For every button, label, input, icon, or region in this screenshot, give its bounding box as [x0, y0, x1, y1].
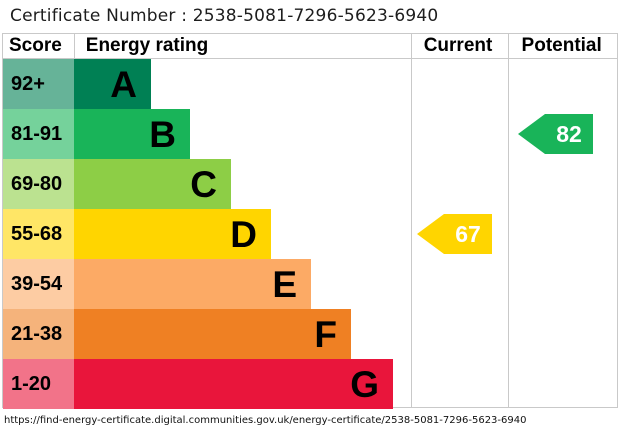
band-bar: A	[74, 59, 151, 109]
chart-header-row: Score Energy rating Current Potential	[3, 34, 617, 59]
left-pointer-arrow-icon	[518, 114, 593, 154]
band-score-cell: 69-80	[3, 159, 74, 209]
potential-column-divider	[508, 34, 509, 407]
potential-rating-value: 82	[556, 120, 582, 147]
current-column-divider	[411, 34, 412, 407]
band-row-g: 1-20 G	[3, 359, 617, 409]
band-bar: D	[74, 209, 271, 259]
band-row-b: 81-91 B	[3, 109, 617, 159]
current-rating-value: 67	[455, 220, 481, 247]
energy-rating-header: Energy rating	[85, 35, 209, 56]
band-bar: F	[74, 309, 351, 359]
band-score-cell: 21-38	[3, 309, 74, 359]
band-row-c: 69-80 C	[3, 159, 617, 209]
band-score-cell: 1-20	[3, 359, 74, 409]
certificate-number-title: Certificate Number : 2538-5081-7296-5623…	[10, 6, 439, 26]
band-row-a: 92+ A	[3, 59, 617, 109]
certificate-url: https://find-energy-certificate.digital.…	[4, 415, 527, 426]
band-score-cell: 55-68	[3, 209, 74, 259]
band-score-cell: 39-54	[3, 259, 74, 309]
band-row-f: 21-38 F	[3, 309, 617, 359]
score-header: Score	[9, 35, 62, 56]
band-score-cell: 81-91	[3, 109, 74, 159]
band-score-cell: 92+	[3, 59, 74, 109]
band-row-e: 39-54 E	[3, 259, 617, 309]
epc-rating-chart: Score Energy rating Current Potential 92…	[2, 33, 618, 409]
band-bar: C	[74, 159, 231, 209]
left-pointer-arrow-icon	[417, 214, 492, 254]
band-bar: G	[74, 359, 393, 409]
band-bar: B	[74, 109, 190, 159]
arrow-shape	[518, 114, 593, 154]
current-header: Current	[423, 35, 493, 56]
band-rows: 92+ A 81-91 B 69-80 C 55-68 D 39-54 E 21…	[3, 59, 617, 409]
arrow-shape	[417, 214, 492, 254]
current-rating-arrow: 67	[417, 214, 492, 254]
potential-rating-arrow: 82	[518, 114, 593, 154]
band-bar: E	[74, 259, 311, 309]
potential-header: Potential	[521, 35, 602, 56]
band-row-d: 55-68 D	[3, 209, 617, 259]
